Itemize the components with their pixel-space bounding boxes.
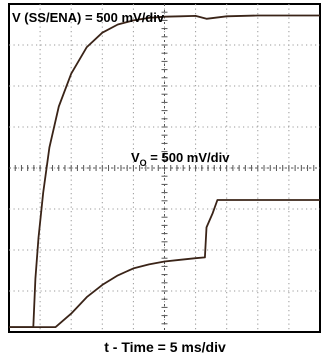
annotation-vo-rest: = 500 mV/div — [147, 150, 231, 165]
trace-vo — [9, 199, 320, 328]
annotation-vo-scale: VO = 500 mV/div — [131, 150, 230, 168]
trace-v-ss-ena — [9, 14, 320, 328]
annotation-vo-main: V — [131, 150, 140, 165]
annotation-ss-ena-scale: V (SS/ENA) = 500 mV/div — [12, 10, 165, 25]
annotation-vo-sub: O — [140, 158, 147, 168]
grid-dots — [9, 4, 320, 332]
traces — [9, 14, 320, 328]
x-axis-label: t - Time = 5 ms/div — [104, 339, 226, 355]
